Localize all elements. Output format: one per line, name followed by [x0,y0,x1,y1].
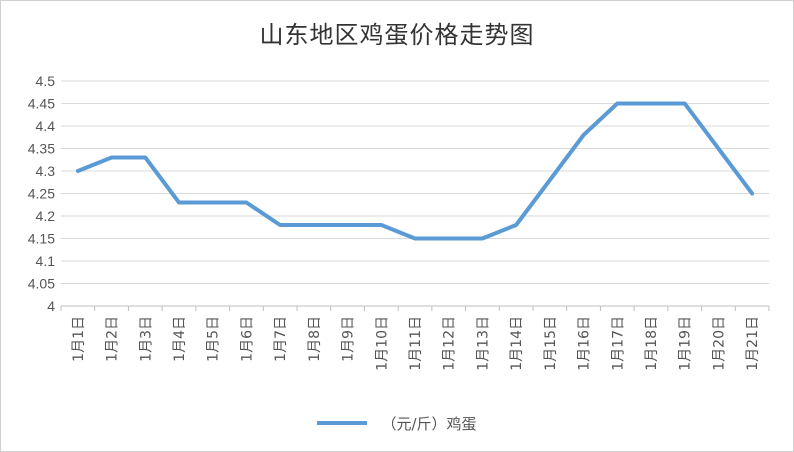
x-tick-label: 1月19日 [678,316,694,371]
legend: （元/斤）鸡蛋 [1,411,793,435]
x-tick-label: 1月10日 [374,316,390,371]
x-tick-label: 1月20日 [711,316,727,371]
y-tick-label: 4.5 [36,73,56,89]
legend-label: （元/斤）鸡蛋 [381,414,477,433]
chart-title: 山东地区鸡蛋价格走势图 [259,21,535,49]
x-tick-label: 1月17日 [610,316,626,371]
y-tick-label: 4.3 [36,163,56,179]
series-line [75,101,755,241]
x-tick-label: 1月15日 [543,316,559,371]
x-tick-label: 1月12日 [442,316,458,371]
x-tick-label: 1月11日 [408,316,424,371]
y-tick-label: 4.45 [28,96,55,112]
y-tick-label: 4.4 [36,118,56,134]
x-tick-label: 1月5日 [206,316,222,362]
x-tick-label: 1月2日 [105,316,121,362]
x-tick-label: 1月21日 [745,316,761,371]
y-tick-label: 4.25 [28,186,55,202]
x-tick-label: 1月9日 [341,316,357,362]
y-tick-label: 4 [47,298,55,314]
y-tick-label: 4.1 [36,253,56,269]
x-tick-label: 1月1日 [71,316,87,362]
x-tick-label: 1月6日 [239,316,255,362]
y-tick-label: 4.15 [28,231,55,247]
y-tick-label: 4.05 [28,276,55,292]
x-tick-label: 1月14日 [509,316,525,371]
x-tick-label: 1月13日 [475,316,491,371]
y-tick-label: 4.35 [28,141,55,157]
x-tick-label: 1月3日 [138,316,154,362]
y-tick-label: 4.2 [36,208,56,224]
x-tick-label: 1月4日 [172,316,188,362]
x-tick-label: 1月7日 [273,316,289,362]
x-tick-label: 1月18日 [644,316,660,371]
x-tick-label: 1月16日 [577,316,593,371]
x-tick-label: 1月8日 [307,316,323,362]
legend-swatch [317,421,368,425]
